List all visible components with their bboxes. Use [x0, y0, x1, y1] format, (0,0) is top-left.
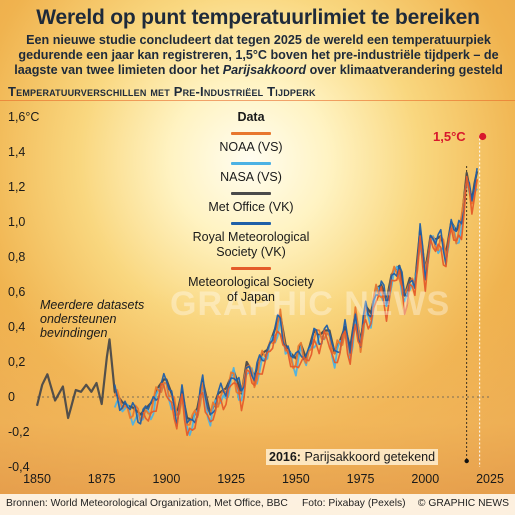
- y-tick-label: 0,4: [8, 320, 25, 334]
- y-tick-label: 1,4: [8, 145, 25, 159]
- subtitle-line-2: gedurende een jaar kan registreren, 1,5°…: [18, 48, 499, 62]
- footer-bar: [0, 494, 515, 515]
- legend: Data NOAA (VS) NASA (VS) Met Office (VK)…: [187, 110, 315, 312]
- y-tick-label: 1,6°C: [8, 110, 39, 124]
- paris-year: 2016:: [269, 450, 301, 464]
- datasets-note-line-3: bevindingen: [40, 326, 108, 340]
- x-tick-label: 1975: [347, 472, 375, 486]
- series-line-jma: [142, 175, 478, 437]
- y-tick-label: 0,8: [8, 250, 25, 264]
- paris-agreement-emphasis: Parijsakkoord: [222, 63, 307, 77]
- y-tick-label: 0,6: [8, 285, 25, 299]
- source-credit: Bronnen: World Meteorological Organizati…: [6, 498, 288, 509]
- y-tick-label: 1,0: [8, 215, 25, 229]
- brand-credit: © GRAPHIC NEWS: [417, 498, 509, 509]
- paris-guide-dot: [464, 458, 469, 464]
- limit-marker: [479, 132, 487, 141]
- subtitle: Een nieuwe studie concludeert dat tegen …: [6, 33, 511, 78]
- legend-item-noaa: NOAA (VS): [187, 132, 315, 155]
- x-tick-label: 1950: [282, 472, 310, 486]
- x-tick-label: 2025: [476, 472, 504, 486]
- subtitle-line-3-b: over klimaatverandering gesteld: [306, 63, 503, 77]
- legend-swatch-jma: [231, 267, 271, 270]
- legend-item-rms: Royal Meteorological Society (VK): [187, 222, 315, 260]
- legend-label-rms: Royal Meteorological Society (VK): [192, 230, 310, 259]
- y-tick-label: 0,2: [8, 355, 25, 369]
- subtitle-line-1: Een nieuwe studie concludeert dat tegen …: [26, 33, 491, 47]
- legend-swatch-noaa: [231, 132, 271, 135]
- datasets-note: Meerdere datasets ondersteunen bevinding…: [40, 298, 144, 340]
- x-tick-label: 1875: [88, 472, 116, 486]
- section-divider: [0, 100, 515, 101]
- y-tick-label: -0,4: [8, 460, 30, 474]
- legend-label-noaa: NOAA (VS): [219, 140, 283, 154]
- x-tick-label: 2000: [411, 472, 439, 486]
- legend-swatch-nasa: [231, 162, 271, 165]
- y-tick-label: 0: [8, 390, 15, 404]
- legend-swatch-met-office: [231, 192, 271, 195]
- legend-item-jma: Meteorological Society of Japan: [187, 267, 315, 305]
- legend-label-met-office: Met Office (VK): [208, 200, 294, 214]
- legend-swatch-rms: [231, 222, 271, 225]
- paris-text: Parijsakkoord getekend: [300, 450, 436, 464]
- subtitle-line-3: laagste van twee limieten door het Parij…: [6, 63, 511, 78]
- photo-credit: Foto: Pixabay (Pexels): [302, 498, 406, 509]
- x-tick-label: 1900: [153, 472, 181, 486]
- x-tick-label: 1925: [217, 472, 245, 486]
- paris-agreement-label: 2016: Parijsakkoord getekend: [266, 449, 439, 465]
- page-title: Wereld op punt temperatuurlimiet te bere…: [36, 6, 480, 29]
- legend-item-met-office: Met Office (VK): [187, 192, 315, 215]
- subtitle-line-3-a: laagste van twee limieten door het: [14, 63, 223, 77]
- watermark: GRAPHIC NEWS: [170, 285, 451, 323]
- limit-label: 1,5°C: [433, 129, 466, 144]
- legend-label-jma: Meteorological Society of Japan: [188, 275, 314, 304]
- datasets-note-line-2: ondersteunen: [40, 312, 117, 326]
- legend-label-nasa: NASA (VS): [220, 170, 282, 184]
- legend-item-nasa: NASA (VS): [187, 162, 315, 185]
- datasets-note-line-1: Meerdere datasets: [40, 298, 145, 312]
- section-heading: Temperatuurverschillen met Pre-Industrië…: [8, 84, 316, 99]
- y-tick-label: -0,2: [8, 425, 30, 439]
- x-tick-label: 1850: [23, 472, 51, 486]
- legend-title: Data: [237, 110, 265, 124]
- y-tick-label: 1,2: [8, 180, 25, 194]
